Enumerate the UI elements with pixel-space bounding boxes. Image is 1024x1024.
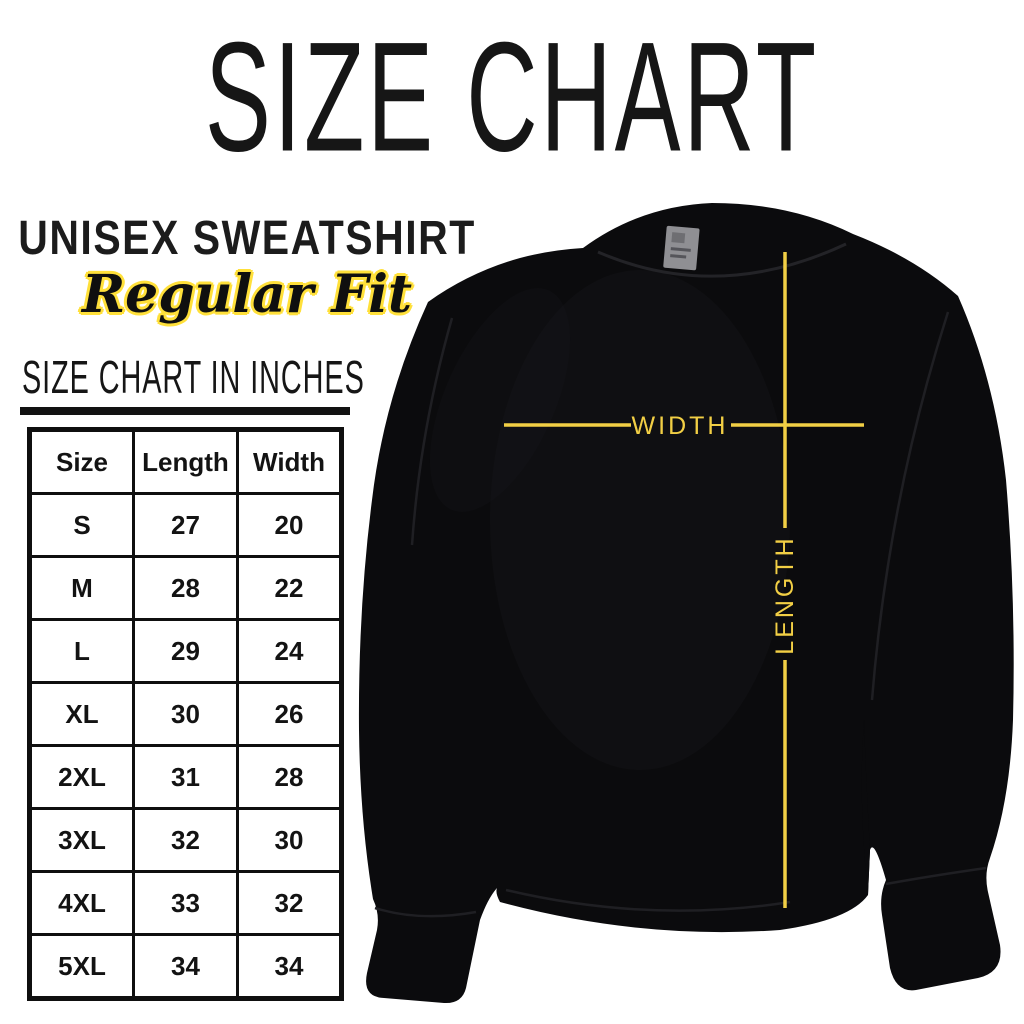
table-cell: 5XL — [28, 933, 135, 1000]
column-header: Size — [28, 428, 135, 495]
heading-underline — [20, 407, 350, 415]
table-row: 5XL 34 34 — [28, 933, 343, 1000]
sweatshirt-shape — [358, 203, 1014, 1004]
right-sleeve-seam — [870, 311, 950, 701]
product-fit-script: Regular Fit — [81, 264, 413, 325]
table-row: 2XL 31 28 — [28, 744, 343, 810]
neck-tag — [663, 225, 700, 271]
table-cell: 32 — [236, 870, 343, 936]
table-cell: 30 — [236, 807, 343, 873]
table-cell: 28 — [236, 744, 343, 810]
table-row: 3XL 32 30 — [28, 807, 343, 873]
table-row: M 28 22 — [28, 555, 343, 621]
table-cell: XL — [28, 681, 135, 747]
table-cell: 30 — [132, 681, 239, 747]
length-label: LENGTH — [771, 535, 799, 654]
waistband-seam — [505, 888, 791, 912]
table-cell: 22 — [236, 555, 343, 621]
table-row: 4XL 33 32 — [28, 870, 343, 936]
table-cell: L — [28, 618, 135, 684]
product-block: UNISEX SWEATSHIRT Regular Fit — [12, 210, 482, 325]
table-header-row: Size Length Width — [28, 428, 343, 495]
column-header: Width — [236, 428, 343, 495]
size-table: Size Length Width S 27 20 M 28 22 L 29 24 XL 30 26 2XL… — [27, 427, 344, 1001]
size-table-body: S 27 20 M 28 22 L 29 24 XL 30 26 2XL 31 28 3XL 32 30 4XL 33… — [28, 492, 343, 1000]
table-cell: 33 — [132, 870, 239, 936]
table-cell: M — [28, 555, 135, 621]
table-cell: 34 — [132, 933, 239, 1000]
table-cell: 29 — [132, 618, 239, 684]
table-cell: 2XL — [28, 744, 135, 810]
left-sleeve-seam — [410, 317, 454, 546]
right-underarm-notch — [861, 720, 870, 895]
table-heading: SIZE CHART IN INCHES — [22, 351, 365, 404]
right-cuff-seam — [885, 866, 987, 886]
table-cell: 31 — [132, 744, 239, 810]
table-cell: 20 — [236, 492, 343, 558]
product-name: UNISEX SWEATSHIRT — [18, 210, 476, 265]
column-header: Length — [132, 428, 239, 495]
chest-sheen — [490, 270, 790, 770]
page-title: SIZE CHART — [204, 11, 820, 185]
table-cell: 4XL — [28, 870, 135, 936]
table-cell: 26 — [236, 681, 343, 747]
table-cell: 32 — [132, 807, 239, 873]
table-row: S 27 20 — [28, 492, 343, 558]
table-cell: 28 — [132, 555, 239, 621]
width-label: WIDTH — [632, 412, 729, 440]
table-row: L 29 24 — [28, 618, 343, 684]
table-cell: S — [28, 492, 135, 558]
table-row: XL 30 26 — [28, 681, 343, 747]
collar-seam — [597, 242, 847, 278]
shoulder-sheen — [429, 288, 571, 512]
table-cell: 24 — [236, 618, 343, 684]
table-cell: 3XL — [28, 807, 135, 873]
table-cell: 34 — [236, 933, 343, 1000]
table-cell: 27 — [132, 492, 239, 558]
left-cuff-seam — [374, 906, 477, 918]
size-table-header: Size Length Width — [28, 428, 343, 495]
